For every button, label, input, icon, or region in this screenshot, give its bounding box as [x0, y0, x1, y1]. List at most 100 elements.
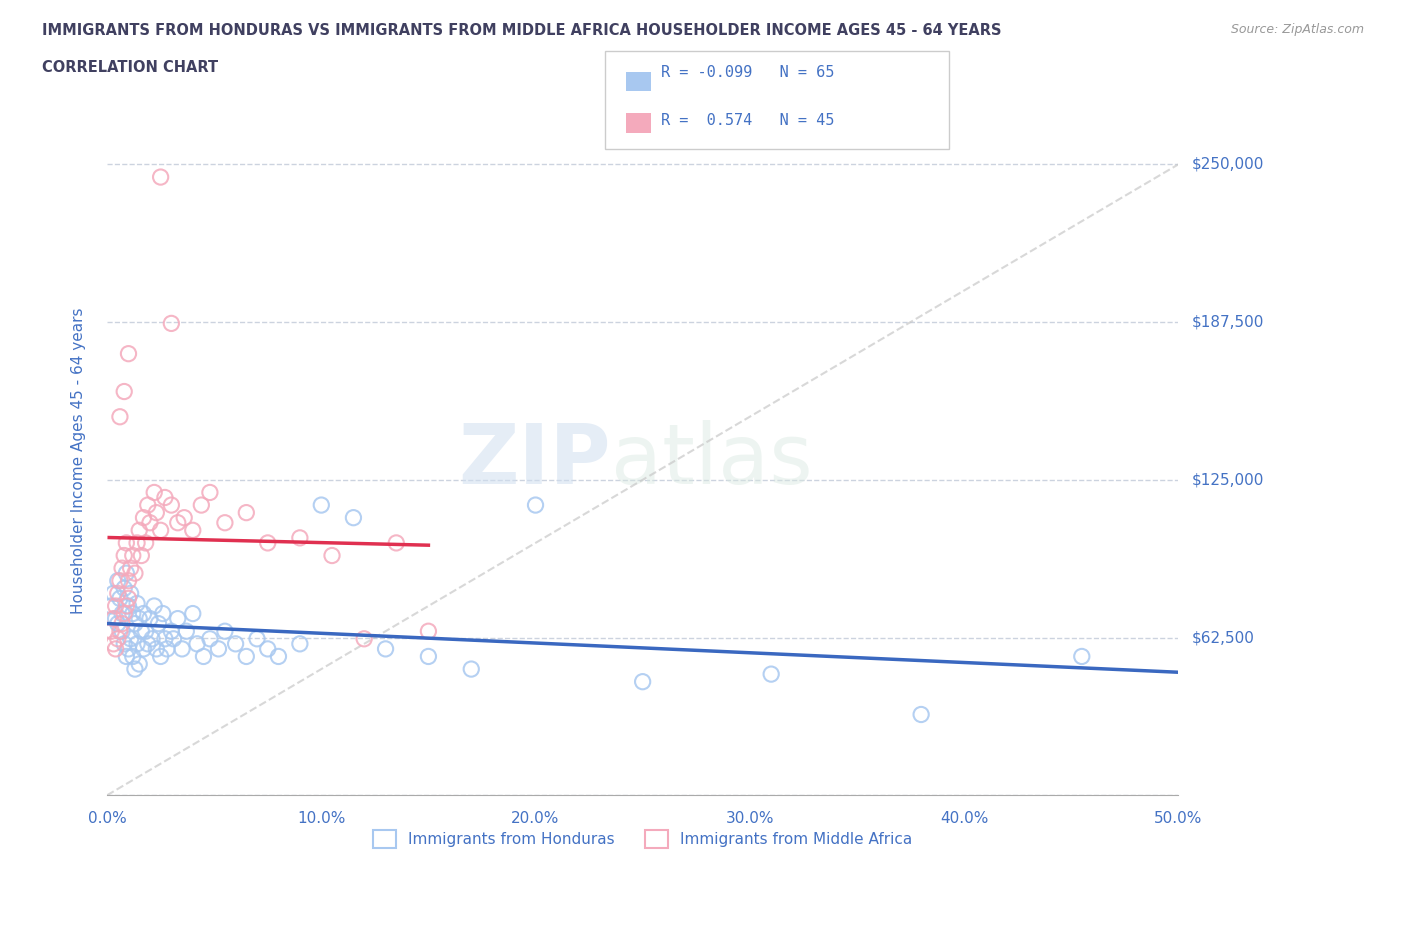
- Point: [132, 511, 155, 525]
- Point: [104, 611, 127, 626]
- Point: [104, 599, 127, 614]
- Point: [186, 636, 208, 651]
- Point: [246, 631, 269, 646]
- Point: [524, 498, 547, 512]
- Point: [132, 606, 155, 621]
- Point: [100, 624, 122, 639]
- Point: [143, 599, 166, 614]
- Text: CORRELATION CHART: CORRELATION CHART: [42, 60, 218, 75]
- Point: [131, 548, 153, 563]
- Point: [207, 642, 229, 657]
- Point: [225, 636, 247, 651]
- Point: [141, 631, 163, 646]
- Point: [288, 530, 311, 545]
- Point: [112, 548, 135, 563]
- Point: [156, 642, 179, 657]
- Point: [115, 649, 138, 664]
- Point: [124, 565, 146, 580]
- Point: [112, 384, 135, 399]
- Text: $187,500: $187,500: [1192, 314, 1264, 329]
- Point: [115, 599, 138, 614]
- Point: [135, 536, 157, 551]
- Text: $250,000: $250,000: [1192, 157, 1264, 172]
- Point: [153, 631, 176, 646]
- Point: [125, 636, 148, 651]
- Point: [112, 581, 135, 596]
- Point: [145, 642, 167, 657]
- Point: [108, 624, 131, 639]
- Point: [117, 346, 139, 361]
- Point: [128, 657, 150, 671]
- Point: [104, 642, 127, 657]
- Point: [267, 649, 290, 664]
- Point: [149, 523, 172, 538]
- Point: [198, 485, 221, 500]
- Point: [235, 649, 257, 664]
- Point: [162, 631, 184, 646]
- Point: [311, 498, 333, 512]
- Point: [149, 169, 172, 184]
- Point: [125, 536, 148, 551]
- Point: [418, 649, 440, 664]
- Point: [103, 636, 125, 651]
- Point: [214, 515, 236, 530]
- Point: [117, 591, 139, 605]
- Point: [117, 642, 139, 657]
- Text: ZIP: ZIP: [458, 420, 610, 501]
- Point: [131, 624, 153, 639]
- Point: [108, 591, 131, 605]
- Point: [181, 606, 204, 621]
- Point: [108, 409, 131, 424]
- Point: [121, 649, 143, 664]
- Point: [112, 636, 135, 651]
- Point: [460, 661, 482, 676]
- Point: [111, 624, 134, 639]
- Point: [235, 505, 257, 520]
- Point: [107, 586, 129, 601]
- Text: $125,000: $125,000: [1192, 472, 1264, 487]
- Point: [160, 316, 183, 331]
- Point: [256, 536, 278, 551]
- Y-axis label: Householder Income Ages 45 - 64 years: Householder Income Ages 45 - 64 years: [72, 308, 86, 614]
- Point: [256, 642, 278, 657]
- Point: [124, 617, 146, 631]
- Point: [148, 617, 170, 631]
- Point: [143, 485, 166, 500]
- Point: [111, 617, 134, 631]
- Point: [112, 606, 135, 621]
- Point: [132, 642, 155, 657]
- Point: [103, 586, 125, 601]
- Point: [910, 707, 932, 722]
- Point: [115, 565, 138, 580]
- Point: [100, 599, 122, 614]
- Point: [181, 523, 204, 538]
- Point: [103, 611, 125, 626]
- Point: [198, 631, 221, 646]
- Point: [111, 561, 134, 576]
- Point: [107, 617, 129, 631]
- Point: [117, 573, 139, 588]
- Point: [139, 611, 162, 626]
- Point: [136, 498, 159, 512]
- Point: [120, 561, 142, 576]
- Point: [120, 631, 142, 646]
- Point: [136, 636, 159, 651]
- Point: [108, 573, 131, 588]
- Text: IMMIGRANTS FROM HONDURAS VS IMMIGRANTS FROM MIDDLE AFRICA HOUSEHOLDER INCOME AGE: IMMIGRANTS FROM HONDURAS VS IMMIGRANTS F…: [42, 23, 1001, 38]
- Point: [631, 674, 654, 689]
- Point: [121, 548, 143, 563]
- Point: [107, 573, 129, 588]
- Point: [321, 548, 343, 563]
- Point: [160, 624, 183, 639]
- Text: atlas: atlas: [610, 420, 813, 501]
- Point: [1070, 649, 1092, 664]
- Point: [385, 536, 408, 551]
- Point: [125, 596, 148, 611]
- Point: [193, 649, 215, 664]
- Point: [115, 536, 138, 551]
- Point: [214, 624, 236, 639]
- Text: Source: ZipAtlas.com: Source: ZipAtlas.com: [1230, 23, 1364, 36]
- Point: [759, 667, 782, 682]
- Point: [128, 523, 150, 538]
- Point: [173, 511, 195, 525]
